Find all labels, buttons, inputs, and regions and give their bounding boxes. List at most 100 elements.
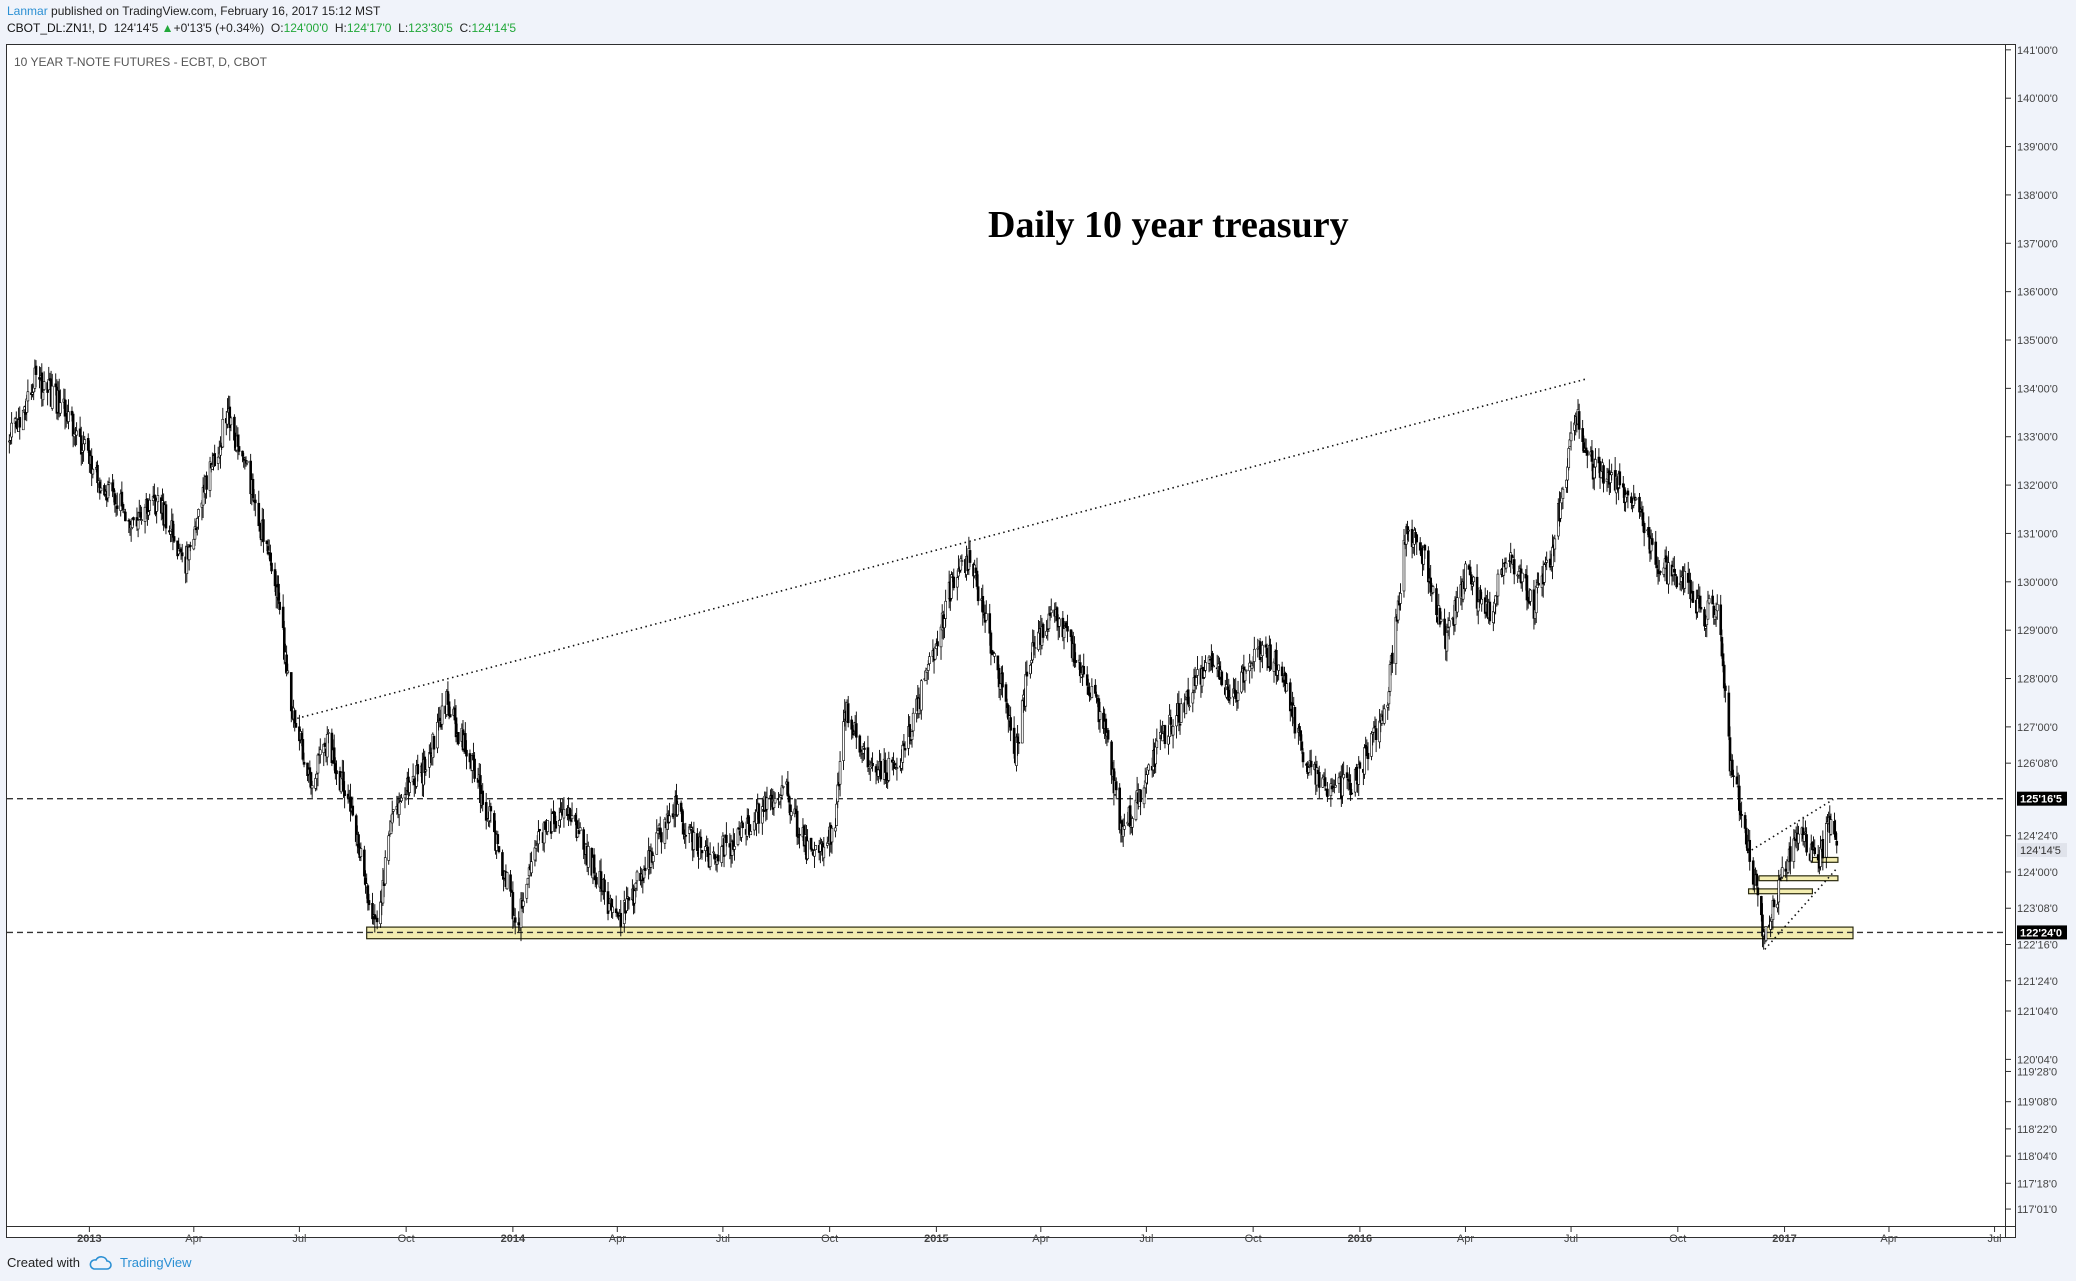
candle-body: [1203, 670, 1206, 678]
symbol-label[interactable]: CBOT_DL:ZN1!, D: [7, 21, 108, 35]
candle: [595, 872, 598, 889]
candle-body: [1711, 595, 1714, 605]
candle: [1357, 756, 1361, 797]
candle: [316, 753, 320, 787]
candle: [132, 516, 135, 526]
candle-body: [1128, 805, 1132, 828]
candle: [245, 460, 249, 466]
candle: [403, 787, 407, 809]
candle: [957, 555, 960, 580]
candle-body: [180, 552, 184, 557]
candle: [40, 363, 44, 407]
candle: [1707, 594, 1711, 605]
candle-body: [1228, 697, 1232, 699]
candle-body: [651, 855, 655, 862]
candle-body: [996, 655, 1000, 671]
candle-body: [1309, 760, 1313, 768]
candle-body: [1074, 660, 1077, 663]
candle-body: [34, 365, 38, 375]
author-link[interactable]: Lanmar: [7, 4, 48, 18]
candle: [509, 869, 512, 897]
candle: [1225, 672, 1228, 700]
candle-body: [1778, 877, 1782, 881]
candle-body: [339, 776, 343, 793]
candle-body: [861, 746, 865, 754]
candle-body: [497, 846, 501, 853]
candle-body: [1431, 586, 1435, 594]
chart-panel[interactable]: [6, 44, 2016, 1238]
candle-body: [383, 857, 387, 885]
candle: [1382, 703, 1386, 726]
candle-body: [1707, 598, 1711, 604]
candle-body: [325, 733, 329, 758]
candle-body: [534, 845, 538, 849]
candle-body: [1001, 672, 1004, 688]
candle: [169, 530, 172, 543]
candle-body: [42, 381, 46, 390]
candle-body: [1772, 899, 1776, 908]
candle: [171, 513, 175, 551]
y-tick-label: 123'08'0: [2017, 903, 2058, 915]
y-tick-label: 127'00'0: [2017, 722, 2058, 734]
candle-body: [533, 847, 537, 861]
candle: [627, 897, 631, 910]
x-tick-label: Oct: [398, 1233, 415, 1245]
candle-body: [668, 815, 671, 823]
candle-body: [241, 450, 244, 457]
candle: [655, 819, 659, 855]
candle: [1512, 548, 1516, 585]
candle: [1696, 589, 1699, 618]
candle: [424, 758, 428, 776]
candle: [526, 877, 530, 885]
chart-title: 10 YEAR T-NOTE FUTURES - ECBT, D, CBOT: [14, 55, 267, 69]
candle: [960, 554, 964, 566]
candle-body: [1599, 470, 1603, 478]
candle: [1529, 588, 1532, 606]
candle: [1329, 778, 1333, 807]
candle: [1804, 820, 1807, 835]
candle: [713, 852, 717, 865]
current-price-tag-bg: [2017, 843, 2067, 858]
ohlc-legend: CBOT_DL:ZN1!, D 124'14'5 ▲+0'13'5 (+0.34…: [7, 21, 516, 35]
candle: [1363, 744, 1366, 779]
candle-body: [1592, 467, 1596, 479]
candle-body: [1256, 647, 1260, 650]
open-label: O:: [270, 21, 284, 35]
candle: [551, 811, 554, 832]
candle: [1548, 550, 1552, 571]
candle: [1667, 550, 1670, 594]
candle-body: [892, 761, 895, 763]
candle: [302, 752, 306, 768]
candle: [850, 715, 853, 740]
candle: [858, 734, 862, 757]
candle-body: [810, 848, 814, 851]
candle-body: [91, 468, 95, 475]
candle-body: [1472, 576, 1475, 583]
candle-body: [1082, 665, 1086, 675]
candle: [318, 738, 322, 764]
candle: [257, 490, 261, 527]
tradingview-link[interactable]: TradingView: [119, 1255, 192, 1270]
candle: [1123, 813, 1126, 836]
y-tick-label: 139'00'0: [2017, 142, 2058, 154]
candle: [262, 508, 265, 553]
last-price: 124'14'5: [113, 21, 159, 35]
candle: [1780, 856, 1784, 880]
candle-body: [1331, 786, 1335, 788]
candle-body: [943, 618, 946, 629]
candle: [1585, 449, 1589, 469]
candle-body: [797, 836, 800, 838]
candle: [143, 503, 147, 534]
candle-body: [708, 854, 712, 867]
candle-body: [814, 845, 818, 850]
candle: [1366, 742, 1370, 771]
candle: [736, 826, 740, 847]
candle: [428, 744, 431, 778]
candle-body: [156, 495, 160, 503]
candle: [871, 752, 874, 772]
candle: [1594, 448, 1597, 479]
candle: [1456, 586, 1459, 618]
candle: [513, 908, 517, 935]
candle: [1301, 748, 1305, 768]
